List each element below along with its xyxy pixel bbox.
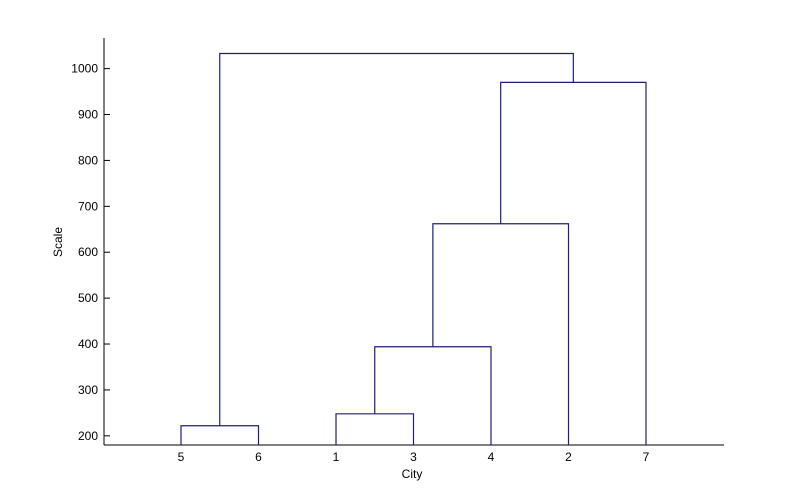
y-ticks: 200 300 400 500 600 700 800 900 1000 [71, 62, 110, 443]
dendrogram-links [180, 52, 647, 445]
x-axis-title: City [402, 467, 423, 481]
dendrogram-link [219, 52, 574, 426]
y-axis-title: Scale [51, 227, 65, 257]
x-tick-label: 7 [643, 450, 650, 464]
y-tick-label: 500 [78, 291, 98, 305]
x-tick-label: 3 [410, 450, 417, 464]
y-tick-label: 800 [78, 153, 98, 167]
y-tick-label: 900 [78, 108, 98, 122]
y-tick-label: 1000 [71, 62, 98, 76]
axes [103, 38, 724, 446]
x-tick-label: 1 [333, 450, 340, 464]
dendrogram-link [500, 81, 647, 445]
y-tick-label: 200 [78, 429, 98, 443]
dendrogram-link [432, 223, 570, 445]
y-tick-label: 300 [78, 383, 98, 397]
dendrogram-link [335, 413, 415, 445]
x-tick-label: 6 [255, 450, 262, 464]
x-tick-label: 5 [178, 450, 185, 464]
y-tick-label: 400 [78, 337, 98, 351]
x-tick-label: 4 [488, 450, 495, 464]
x-tick-label: 2 [565, 450, 572, 464]
dendrogram-link [374, 346, 492, 445]
dendrogram-link [180, 425, 260, 445]
y-tick-label: 700 [78, 199, 98, 213]
y-tick-label: 600 [78, 245, 98, 259]
